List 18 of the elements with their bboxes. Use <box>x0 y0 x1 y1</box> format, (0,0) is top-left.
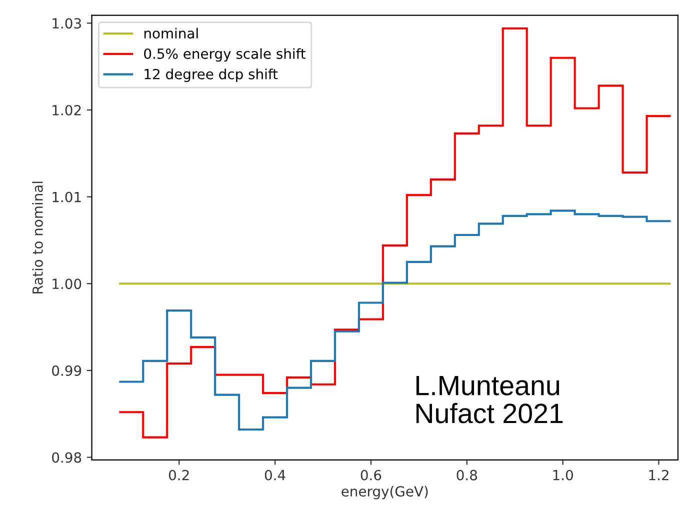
x-tick-label: 0.6 <box>360 470 382 480</box>
x-axis-title: energy(GeV) <box>342 486 428 500</box>
y-tick-label: 0.99 <box>52 365 82 376</box>
y-tick-label: 1.00 <box>52 278 82 290</box>
x-tick-label: 0.8 <box>456 470 477 480</box>
legend-label: 0.5% energy scale shift <box>144 48 306 62</box>
y-tick-label: 1.03 <box>52 18 81 29</box>
legend-label: nominal <box>144 28 198 39</box>
legend-label: 12 degree dcp shift <box>144 68 278 82</box>
x-tick-label: 0.2 <box>168 470 189 480</box>
x-tick-label: 1.2 <box>649 470 668 480</box>
y-axis-title: Ratio to nominal <box>32 182 43 294</box>
x-tick-label: 0.4 <box>264 470 286 480</box>
y-tick-label: 1.02 <box>52 104 81 116</box>
x-tick-label: 1.0 <box>553 470 573 480</box>
y-tick-label: 0.98 <box>52 452 82 463</box>
y-tick-label: 1.01 <box>52 192 81 202</box>
annotation: L.Munteanu Nufact 2021 <box>416 376 563 424</box>
